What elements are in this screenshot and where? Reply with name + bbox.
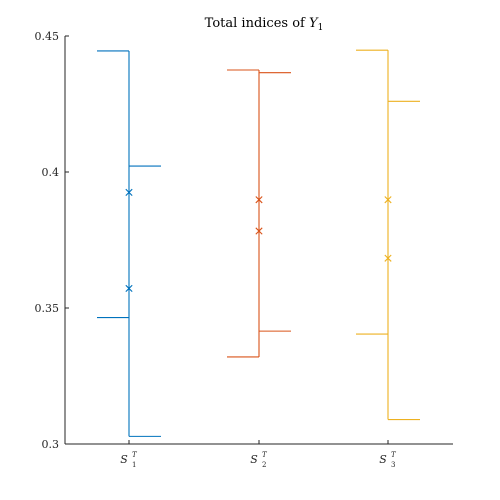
cross-marker — [125, 188, 133, 196]
x-tick-label-base: S — [250, 453, 258, 466]
x-tick-label-sub: 3 — [391, 461, 395, 469]
cross-marker — [125, 284, 133, 293]
series-2 — [227, 69, 291, 358]
x-tick-label-sup: T — [391, 451, 397, 459]
y-tick-label: 0.45 — [35, 30, 60, 43]
x-tick-label-sub: 2 — [262, 461, 266, 469]
y-tick-label: 0.35 — [35, 302, 60, 315]
cross-marker — [255, 196, 263, 204]
chart-title-text: Total indices of — [205, 16, 309, 31]
x-tick-label: S T 1 — [120, 451, 138, 469]
x-tick-label-sub: 1 — [132, 461, 136, 469]
series-1 — [97, 50, 161, 437]
x-tick-label: S T 2 — [250, 451, 268, 469]
x-tick-label-sup: T — [262, 451, 268, 459]
x-tick-label-sup: T — [132, 451, 138, 459]
cross-marker — [384, 196, 392, 204]
y-tick-label: 0.3 — [42, 438, 60, 451]
y-ticks: 0.3 0.35 0.4 0.45 — [35, 30, 69, 451]
chart-title-subscript: 1 — [318, 23, 324, 33]
cross-marker — [384, 254, 392, 262]
x-tick-label-base: S — [379, 453, 387, 466]
series-3 — [356, 49, 420, 421]
y-tick-label: 0.4 — [42, 166, 60, 179]
chart-title-math: Y — [309, 16, 319, 31]
series-group — [97, 49, 420, 437]
cross-marker — [255, 227, 263, 235]
x-tick-label: S T 3 — [379, 451, 397, 469]
chart-title: Total indices of Y1 — [205, 16, 324, 33]
x-category-labels: S T1 S T2 S T3 — [120, 440, 397, 469]
x-tick-label-base: S — [120, 453, 128, 466]
